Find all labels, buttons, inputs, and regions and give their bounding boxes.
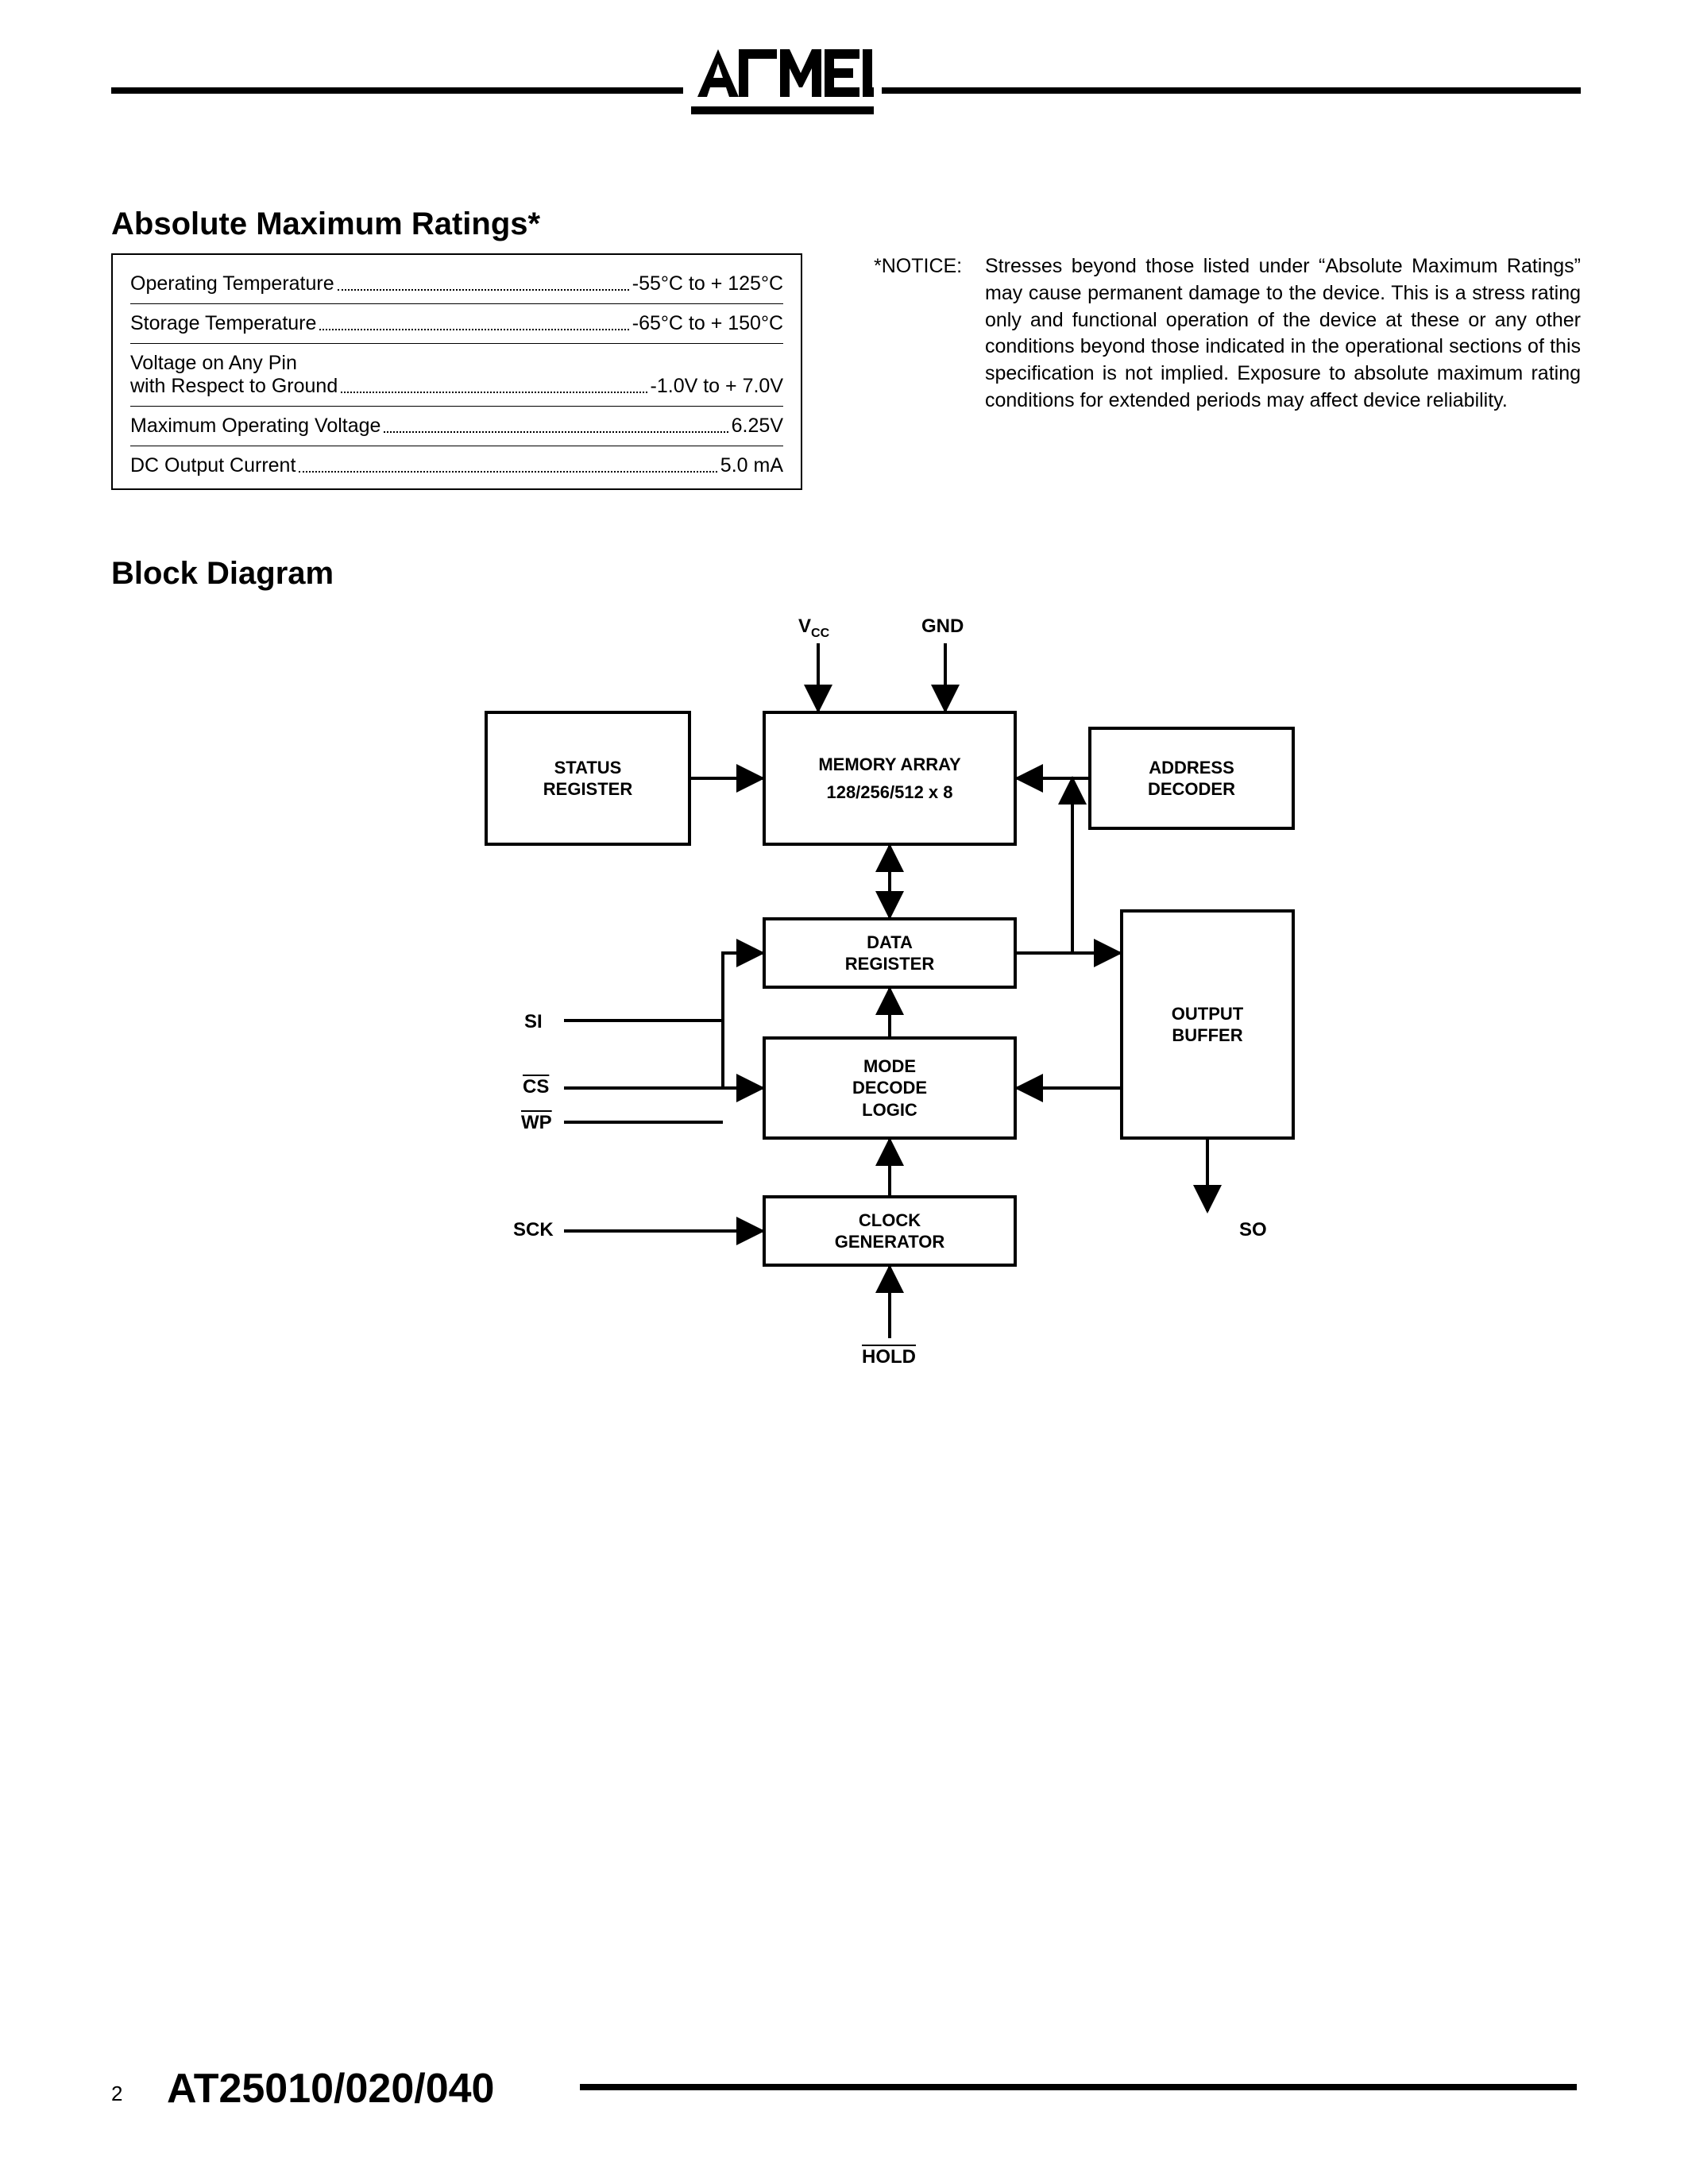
rating-row: Operating Temperature -55°C to + 125°C bbox=[130, 264, 783, 304]
rating-row: Voltage on Any Pin with Respect to Groun… bbox=[130, 344, 783, 407]
rating-label: Maximum Operating Voltage bbox=[130, 415, 380, 438]
ratings-table: Operating Temperature -55°C to + 125°C S… bbox=[111, 253, 802, 490]
part-number: AT25010/020/040 bbox=[167, 2065, 494, 2113]
page-footer: 2 AT25010/020/040 bbox=[111, 2065, 1577, 2113]
rating-value: 5.0 mA bbox=[720, 454, 783, 477]
leader-dots bbox=[341, 392, 647, 393]
ratings-title: Absolute Maximum Ratings* bbox=[111, 206, 1581, 242]
pin-label-so: SO bbox=[1239, 1219, 1267, 1241]
rating-row: Storage Temperature -65°C to + 150°C bbox=[130, 304, 783, 344]
blockdiag-title: Block Diagram bbox=[111, 556, 1581, 592]
pin-label-hold: HOLD bbox=[862, 1346, 916, 1368]
notice-block: *NOTICE: Stresses beyond those listed un… bbox=[874, 253, 1581, 415]
rating-value: -65°C to + 150°C bbox=[632, 312, 783, 335]
leader-dots bbox=[384, 431, 728, 433]
rating-label: Storage Temperature bbox=[130, 312, 316, 335]
atmel-logo bbox=[691, 40, 874, 115]
rating-value: 6.25V bbox=[732, 415, 783, 438]
rating-label: DC Output Current bbox=[130, 454, 295, 477]
diagram-node-memory: MEMORY ARRAY128/256/512 x 8 bbox=[763, 711, 1017, 846]
pin-label-wp: WP bbox=[521, 1112, 552, 1134]
diagram-node-mode: MODEDECODELOGIC bbox=[763, 1036, 1017, 1140]
leader-dots bbox=[319, 329, 628, 330]
pin-label-cs: CS bbox=[523, 1076, 549, 1098]
diagram-node-output: OUTPUTBUFFER bbox=[1120, 909, 1295, 1140]
rating-label: Operating Temperature bbox=[130, 272, 334, 295]
rating-value: -1.0V to + 7.0V bbox=[651, 375, 783, 398]
rating-row: DC Output Current 5.0 mA bbox=[130, 446, 783, 484]
footer-rule bbox=[580, 2084, 1577, 2090]
leader-dots bbox=[299, 471, 717, 473]
pin-label-vcc: VCC bbox=[798, 615, 829, 641]
header-rule-left bbox=[111, 87, 683, 94]
rating-row: Maximum Operating Voltage 6.25V bbox=[130, 407, 783, 446]
diagram-node-status: STATUSREGISTER bbox=[485, 711, 691, 846]
pin-label-gnd: GND bbox=[921, 615, 964, 638]
diagram-node-address: ADDRESSDECODER bbox=[1088, 727, 1295, 830]
leader-dots bbox=[338, 289, 629, 291]
rating-value: -55°C to + 125°C bbox=[632, 272, 783, 295]
page-number: 2 bbox=[111, 2082, 122, 2106]
notice-label: *NOTICE: bbox=[874, 253, 985, 415]
diagram-node-datareg: DATAREGISTER bbox=[763, 917, 1017, 989]
pin-label-si: SI bbox=[524, 1011, 543, 1033]
notice-text: Stresses beyond those listed under “Abso… bbox=[985, 253, 1581, 415]
pin-label-sck: SCK bbox=[513, 1219, 554, 1241]
block-diagram: STATUSREGISTER MEMORY ARRAY128/256/512 x … bbox=[381, 608, 1430, 1441]
header-rule-right bbox=[882, 87, 1581, 94]
rating-label: Voltage on Any Pin with Respect to Groun… bbox=[130, 352, 338, 398]
diagram-node-clock: CLOCKGENERATOR bbox=[763, 1195, 1017, 1267]
